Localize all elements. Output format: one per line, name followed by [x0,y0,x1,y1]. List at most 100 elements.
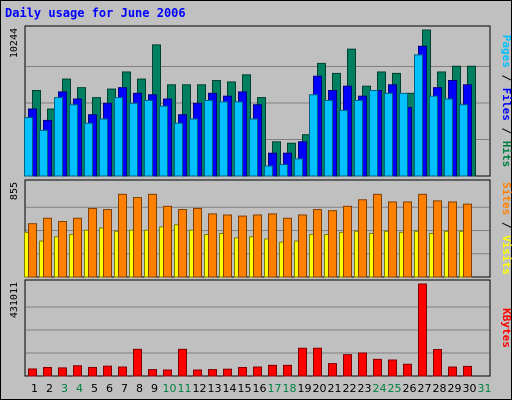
x-tick-label: 28 [433,382,447,395]
x-tick-label: 15 [238,382,252,395]
bar-kbytes-day-23 [358,352,367,377]
bar-pages-day-30 [459,104,468,177]
bar-pages-day-7 [114,97,123,177]
bar-kbytes-day-7 [118,366,127,377]
x-tick-label: 30 [463,382,477,395]
x-tick-label: 5 [91,382,98,395]
panel-background [24,279,491,377]
bar-kbytes-day-9 [148,369,157,377]
legend-segment: Files [500,88,512,121]
bar-kbytes-day-22 [343,354,352,377]
bar-pages-day-25 [384,92,393,177]
x-tick-label: 16 [253,382,267,395]
bar-sites-day-17 [268,213,277,278]
bar-kbytes-day-16 [253,366,262,377]
x-tick-label: 29 [448,382,462,395]
bar-kbytes-day-8 [133,348,142,377]
x-tick-label: 25 [388,382,402,395]
bar-pages-day-19 [294,158,303,177]
bar-pages-day-16 [249,118,258,177]
x-tick-label: 21 [328,382,342,395]
bar-sites-day-3 [58,221,67,278]
bar-sites-day-12 [193,207,202,278]
bar-pages-day-5 [84,122,93,177]
x-tick-label: 24 [373,382,387,395]
bar-kbytes-day-28 [433,349,442,377]
legend-segment: / [500,68,512,88]
bar-pages-day-22 [339,109,348,177]
bar-pages-day-15 [234,101,243,177]
legend-segment: / [500,215,512,235]
bar-sites-day-14 [223,214,232,278]
x-tick-label: 8 [136,382,143,395]
bar-sites-day-5 [88,207,97,278]
bar-kbytes-day-19 [298,347,307,377]
x-tick-label: 11 [178,382,192,395]
bar-pages-day-28 [429,95,438,177]
bar-sites-day-9 [148,193,157,278]
bar-sites-day-23 [358,199,367,278]
bar-kbytes-day-26 [403,363,412,377]
bar-kbytes-day-2 [43,366,52,377]
bar-sites-day-20 [313,209,322,278]
bar-pages-day-9 [144,99,153,177]
bar-sites-day-7 [118,193,127,278]
bar-kbytes-day-15 [238,366,247,377]
x-tick-label: 18 [283,382,297,395]
bar-kbytes-day-29 [448,366,457,377]
legend-segment: / [500,121,512,141]
chart-title: Daily usage for June 2006 [5,6,186,20]
bar-pages-day-14 [219,101,228,177]
bar-pages-day-4 [69,104,78,177]
bar-sites-day-18 [283,217,292,278]
x-tick-label: 14 [223,382,237,395]
bar-kbytes-day-21 [328,363,337,377]
x-tick-label: 31 [478,382,492,395]
bar-sites-day-4 [73,217,82,278]
bar-pages-day-20 [309,94,318,177]
bar-sites-day-6 [103,209,112,278]
bar-pages-day-2 [39,129,48,177]
x-tick-label: 2 [46,382,53,395]
x-tick-label: 13 [208,382,222,395]
bar-kbytes-day-27 [418,283,427,377]
bar-pages-day-10 [159,105,168,177]
bar-pages-day-13 [204,99,213,177]
chart-panel-sites-visits: 855 Sites / Visits [9,179,512,278]
bar-sites-day-21 [328,210,337,278]
bar-sites-day-1 [28,223,37,278]
legend-segment: Pages [500,35,512,68]
bar-pages-day-3 [54,97,63,177]
bar-pages-day-21 [324,99,333,177]
bar-sites-day-30 [463,203,472,278]
bar-kbytes-day-25 [388,359,397,377]
bar-kbytes-day-20 [313,347,322,377]
chart-panel-pages-files-hits: 10244 Pages / Files / Hits [9,25,512,177]
bar-sites-day-26 [403,201,412,278]
bar-pages-day-8 [129,102,138,177]
bar-sites-day-11 [178,209,187,278]
bar-sites-day-25 [388,201,397,278]
x-tick-label: 17 [268,382,282,395]
bar-sites-day-8 [133,197,142,278]
x-tick-label: 3 [61,382,68,395]
legend-segment: KBytes [500,308,512,348]
x-tick-label: 20 [313,382,327,395]
x-tick-label: 12 [193,382,207,395]
bar-kbytes-day-12 [193,369,202,377]
bar-sites-day-22 [343,205,352,278]
bar-pages-day-1 [24,117,33,177]
bar-kbytes-day-3 [58,367,67,377]
bar-sites-day-19 [298,214,307,278]
x-tick-label: 10 [163,382,177,395]
x-tick-label: 23 [358,382,372,395]
x-tick-label: 6 [106,382,113,395]
bar-pages-day-17 [264,165,273,177]
x-tick-label: 1 [31,382,38,395]
y-max-tick-label: 431011 [9,282,20,318]
series-legend-label: KBytes [500,308,512,348]
bar-kbytes-day-5 [88,366,97,377]
x-axis-day-labels: 1 2 3 4 5 6 7 8 9 10 11 12 13 14 15 16 17 18 19 20 21 22 23 24 2… [31,382,492,395]
y-max-tick-label: 10244 [9,28,20,58]
